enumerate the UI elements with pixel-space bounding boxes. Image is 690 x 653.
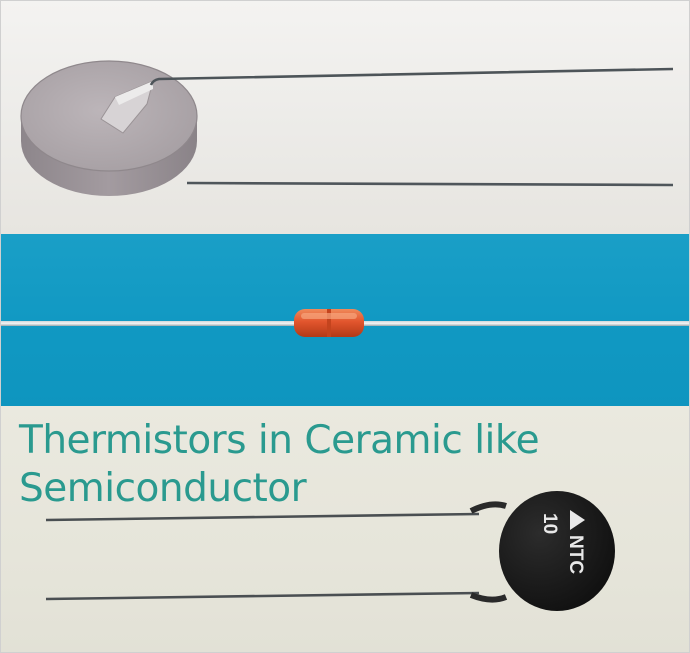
ntc-upper-coating bbox=[469, 501, 507, 514]
caption-line-2: Semiconductor bbox=[19, 466, 307, 511]
disc-rim bbox=[20, 60, 198, 172]
ntc-lower-lead bbox=[45, 591, 480, 601]
ntc-lower-coating bbox=[469, 592, 508, 603]
glass-bead-thermistor bbox=[1, 309, 689, 337]
upper-lead-wire bbox=[149, 67, 674, 86]
solder-highlight bbox=[115, 81, 153, 105]
ntc-body bbox=[499, 491, 615, 611]
caption: Thermistors in Ceramic like Semiconducto… bbox=[19, 417, 659, 513]
ntc-disc-thermistor: NTC 10 bbox=[45, 491, 615, 611]
caption-line-1: Thermistors in Ceramic like bbox=[19, 418, 540, 463]
bead-seam bbox=[327, 309, 331, 337]
bead-highlight bbox=[301, 313, 357, 319]
ntc-value: 10 bbox=[539, 513, 560, 534]
lower-lead-wire bbox=[186, 181, 674, 187]
ntc-label: NTC bbox=[565, 535, 586, 574]
ntc-upper-lead bbox=[45, 512, 480, 522]
ceramic-disc-thermistor bbox=[20, 60, 674, 196]
logo-triangle-icon bbox=[570, 510, 585, 530]
ntc-marking: NTC 10 bbox=[539, 510, 586, 574]
